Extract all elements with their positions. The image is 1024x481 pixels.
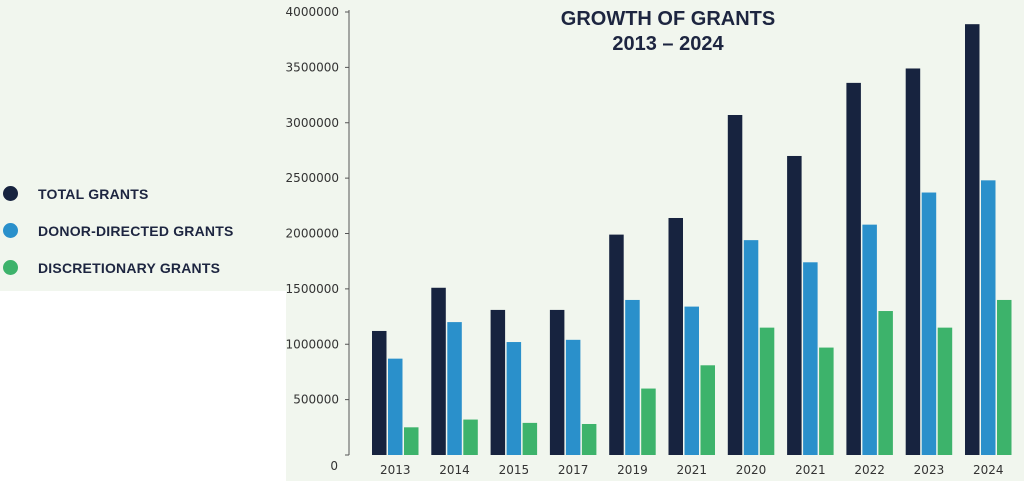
bar-discretionary-grants-2021 [700,365,715,455]
bar-discretionary-grants-2021 [819,347,834,455]
y-tick-label: 4000000 [286,5,339,19]
bar-total-grants-2014 [431,287,446,455]
y-tick-label: 2500000 [286,171,339,185]
x-tick-label: 2013 [380,463,411,477]
bar-total-grants-2019 [609,234,624,455]
y-tick-label: 1500000 [286,282,339,296]
legend-swatch-total [3,186,18,201]
chart-title: GROWTH OF GRANTS [561,8,775,30]
x-tick-label: 2022 [854,463,885,477]
bar-donor-directed-grants-2015 [506,342,522,455]
bar-discretionary-grants-2015 [522,422,538,455]
bar-total-grants-2013 [372,330,387,455]
legend-background [0,0,286,291]
x-tick-label: 2017 [558,463,589,477]
chart-subtitle: 2013 – 2024 [612,33,724,55]
x-tick-label: 2015 [499,463,530,477]
bar-total-grants-2015 [490,309,506,455]
bar-total-grants-2024 [965,24,980,456]
bar-total-grants-2021 [787,155,802,455]
bar-donor-directed-grants-2013 [388,358,403,455]
bar-donor-directed-grants-2021 [803,262,818,455]
x-tick-label: 2021 [795,463,826,477]
legend-label-donor-directed: DONOR-DIRECTED GRANTS [38,223,234,239]
x-tick-label: 2014 [439,463,470,477]
x-tick-label: 2024 [973,463,1004,477]
y-tick-label: 0 [330,459,338,473]
bar-discretionary-grants-2020 [759,327,775,455]
x-axis-labels: 2013 2014 2015 2017 2019 2021 2020 2021 2022 2023… [380,463,1004,477]
y-axis: 0 500000 1000000 1500000 2000000 2500000 30000… [286,5,350,473]
bar-discretionary-grants-2023 [937,327,953,455]
bar-donor-directed-grants-2023 [921,192,937,455]
bar-discretionary-grants-2019 [641,388,656,455]
bar-discretionary-grants-2024 [997,299,1012,455]
y-tick-label: 500000 [293,393,339,407]
y-tick-label: 1000000 [286,337,339,351]
bar-donor-directed-grants-2021 [684,306,699,455]
bar-donor-directed-grants-2020 [743,240,759,455]
bar-donor-directed-grants-2024 [981,180,996,455]
bar-donor-directed-grants-2014 [447,322,462,455]
y-tick-label: 3500000 [286,60,339,74]
x-tick-label: 2019 [617,463,648,477]
bars [372,24,1012,456]
bar-total-grants-2020 [727,114,743,455]
bar-total-grants-2021 [668,217,683,455]
x-tick-label: 2023 [914,463,945,477]
legend-swatch-donor-directed [3,223,18,238]
bar-donor-directed-grants-2022 [862,224,877,455]
bar-donor-directed-grants-2017 [565,339,581,455]
bar-discretionary-grants-2017 [581,423,597,455]
bar-total-grants-2022 [846,82,861,455]
bar-discretionary-grants-2022 [878,311,893,455]
legend-label-discretionary: DISCRETIONARY GRANTS [38,260,221,276]
x-tick-label: 2021 [676,463,707,477]
bar-discretionary-grants-2013 [404,427,419,455]
y-tick-label: 2000000 [286,227,339,241]
bar-total-grants-2017 [549,309,565,455]
legend-swatch-discretionary [3,260,18,275]
bar-donor-directed-grants-2019 [625,299,640,455]
legend-label-total: TOTAL GRANTS [38,186,149,202]
x-tick-label: 2020 [736,463,767,477]
bar-total-grants-2023 [905,68,921,456]
y-tick-label: 3000000 [286,116,339,130]
bar-discretionary-grants-2014 [463,419,478,455]
